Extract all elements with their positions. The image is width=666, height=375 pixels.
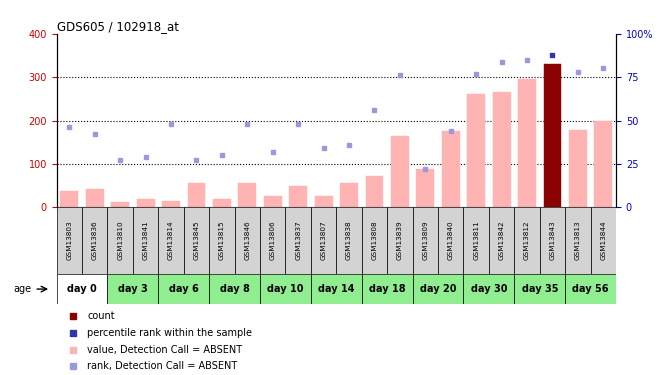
Bar	[442, 131, 460, 207]
Text: day 30: day 30	[471, 284, 507, 294]
Text: day 20: day 20	[420, 284, 456, 294]
Text: day 10: day 10	[267, 284, 304, 294]
Bar	[238, 183, 256, 207]
Text: GDS605 / 102918_at: GDS605 / 102918_at	[57, 20, 178, 33]
Bar	[213, 200, 231, 207]
Bar	[464, 274, 514, 304]
Bar	[366, 176, 384, 207]
Bar	[595, 120, 612, 207]
Text: GSM13846: GSM13846	[244, 221, 250, 261]
Bar	[591, 207, 616, 274]
Bar	[569, 130, 587, 207]
Bar	[416, 169, 434, 207]
Text: GSM13810: GSM13810	[117, 221, 123, 261]
Bar	[362, 274, 413, 304]
Text: GSM13814: GSM13814	[168, 221, 174, 261]
Bar	[340, 183, 358, 207]
Bar	[311, 274, 362, 304]
Text: day 6: day 6	[169, 284, 198, 294]
Text: GSM13843: GSM13843	[549, 221, 555, 261]
Text: GSM13839: GSM13839	[397, 221, 403, 261]
Bar	[188, 183, 205, 207]
Text: GSM13811: GSM13811	[473, 221, 480, 261]
Bar	[514, 207, 539, 274]
Bar	[539, 207, 565, 274]
Bar	[565, 207, 591, 274]
Bar	[468, 94, 485, 207]
Text: GSM13803: GSM13803	[67, 221, 73, 261]
Bar	[286, 207, 311, 274]
Text: day 14: day 14	[318, 284, 354, 294]
Bar	[336, 207, 362, 274]
Text: percentile rank within the sample: percentile rank within the sample	[87, 328, 252, 338]
Bar	[209, 274, 260, 304]
Text: GSM13808: GSM13808	[372, 221, 378, 261]
Bar	[57, 274, 107, 304]
Bar	[137, 199, 155, 207]
Text: GSM13838: GSM13838	[346, 221, 352, 261]
Bar	[260, 274, 311, 304]
Text: day 18: day 18	[369, 284, 406, 294]
Bar	[159, 274, 209, 304]
Bar	[111, 202, 129, 207]
Bar	[234, 207, 260, 274]
Bar	[209, 207, 234, 274]
Bar	[57, 207, 82, 274]
Text: GSM13806: GSM13806	[270, 221, 276, 261]
Bar	[107, 207, 133, 274]
Text: count: count	[87, 310, 115, 321]
Bar	[489, 207, 514, 274]
Bar	[184, 207, 209, 274]
Text: age: age	[13, 284, 31, 294]
Bar	[133, 207, 159, 274]
Bar	[61, 191, 78, 207]
Text: day 3: day 3	[118, 284, 148, 294]
Text: GSM13812: GSM13812	[524, 221, 530, 261]
Bar	[289, 186, 307, 207]
Bar	[311, 207, 336, 274]
Text: day 56: day 56	[572, 284, 609, 294]
Text: day 0: day 0	[67, 284, 97, 294]
Bar	[159, 207, 184, 274]
Bar	[514, 274, 565, 304]
Bar	[543, 64, 561, 207]
Text: day 8: day 8	[220, 284, 250, 294]
Text: rank, Detection Call = ABSENT: rank, Detection Call = ABSENT	[87, 361, 238, 371]
Text: GSM13837: GSM13837	[295, 221, 301, 261]
Bar	[493, 92, 511, 207]
Text: GSM13813: GSM13813	[575, 221, 581, 261]
Bar	[162, 201, 180, 207]
Text: GSM13815: GSM13815	[219, 221, 225, 261]
Text: GSM13840: GSM13840	[448, 221, 454, 261]
Text: GSM13845: GSM13845	[193, 221, 200, 261]
Bar	[565, 274, 616, 304]
Text: GSM13809: GSM13809	[422, 221, 428, 261]
Bar	[264, 196, 282, 207]
Bar	[391, 136, 409, 207]
Bar	[518, 79, 536, 207]
Bar	[82, 207, 107, 274]
Bar	[438, 207, 464, 274]
Bar	[413, 207, 438, 274]
Bar	[107, 274, 159, 304]
Bar	[387, 207, 413, 274]
Bar	[413, 274, 464, 304]
Bar	[260, 207, 286, 274]
Text: GSM13807: GSM13807	[320, 221, 326, 261]
Text: GSM13844: GSM13844	[600, 221, 606, 261]
Bar	[464, 207, 489, 274]
Text: day 35: day 35	[521, 284, 558, 294]
Text: GSM13836: GSM13836	[92, 221, 98, 261]
Text: value, Detection Call = ABSENT: value, Detection Call = ABSENT	[87, 345, 242, 355]
Text: GSM13841: GSM13841	[143, 221, 149, 261]
Text: GSM13842: GSM13842	[499, 221, 505, 261]
Bar	[86, 189, 104, 207]
Bar	[315, 196, 332, 207]
Bar	[362, 207, 387, 274]
